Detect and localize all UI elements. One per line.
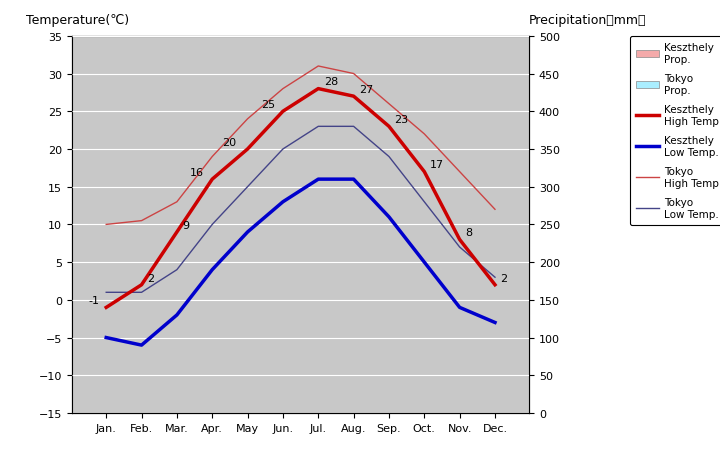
Bar bbox=[128, 387, 142, 413]
Bar bbox=[318, 298, 332, 413]
Bar bbox=[446, 364, 459, 413]
Text: 8: 8 bbox=[465, 228, 472, 238]
Bar bbox=[424, 265, 438, 413]
Bar bbox=[107, 374, 120, 413]
Text: 2: 2 bbox=[147, 273, 154, 283]
Bar bbox=[495, 375, 508, 413]
Bar bbox=[340, 372, 354, 413]
Bar bbox=[93, 378, 107, 413]
Text: 17: 17 bbox=[430, 160, 444, 170]
Bar bbox=[305, 371, 318, 413]
Bar bbox=[269, 364, 283, 413]
Text: Precipitation（mm）: Precipitation（mm） bbox=[529, 14, 647, 28]
Bar bbox=[354, 286, 367, 413]
Bar bbox=[283, 286, 297, 413]
Bar bbox=[459, 344, 473, 413]
Bar bbox=[389, 256, 402, 413]
Text: Temperature(℃): Temperature(℃) bbox=[26, 14, 130, 28]
Text: 9: 9 bbox=[182, 220, 189, 230]
Bar bbox=[411, 381, 424, 413]
Legend: Keszthely
Prop., Tokyo
Prop., Keszthely
High Temp., Keszthely
Low Temp., Tokyo
H: Keszthely Prop., Tokyo Prop., Keszthely … bbox=[630, 37, 720, 225]
Text: 28: 28 bbox=[324, 77, 338, 87]
Bar bbox=[234, 364, 248, 413]
Text: 2: 2 bbox=[500, 273, 508, 283]
Text: -1: -1 bbox=[88, 296, 99, 306]
Text: 16: 16 bbox=[190, 168, 204, 178]
Text: 27: 27 bbox=[359, 85, 374, 95]
Bar bbox=[199, 378, 212, 413]
Bar bbox=[142, 371, 155, 413]
Text: 23: 23 bbox=[395, 115, 409, 125]
Bar bbox=[177, 325, 190, 413]
Bar bbox=[376, 379, 389, 413]
Bar bbox=[248, 310, 261, 413]
Bar bbox=[163, 385, 177, 413]
Bar bbox=[482, 375, 495, 413]
Bar bbox=[212, 320, 225, 413]
Text: 20: 20 bbox=[222, 138, 237, 147]
Text: 25: 25 bbox=[261, 100, 275, 110]
